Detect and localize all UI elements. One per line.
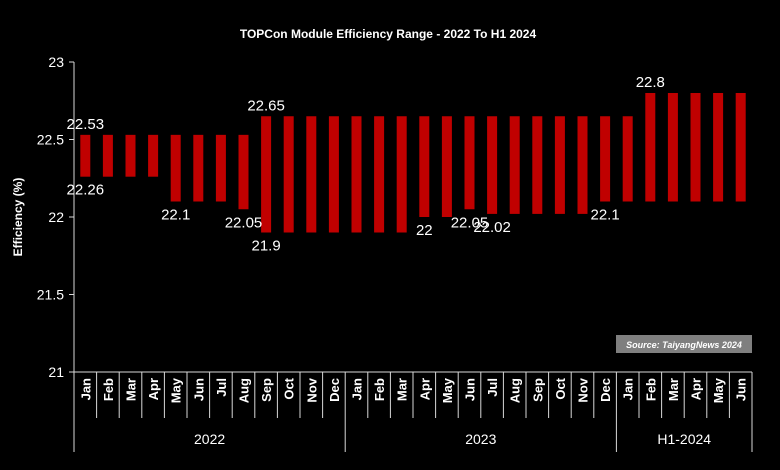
axes: 21 21.5 22 22.5 23 Jan Feb Mar Apr May Jun Jul Aug Se… [37,54,753,452]
range-bar [600,116,611,202]
x-tick-label: Mar [395,378,410,401]
data-label: 22.53 [67,116,105,133]
data-label: 22.02 [473,219,511,236]
x-tick-label: Nov [304,377,319,402]
range-bar [667,93,678,202]
source-text: Source: TaiyangNews 2024 [626,340,742,350]
x-tick-label: Apr [146,378,161,400]
x-tick-label: Feb [101,378,116,401]
x-tick-label: Feb [643,378,658,401]
data-label: 22 [416,222,433,239]
data-label: 22.65 [247,97,285,114]
range-bar [261,116,272,233]
x-tick-label: Apr [689,378,704,400]
x-tick-label: Dec [327,378,342,402]
x-tick-label: Nov [576,377,591,402]
range-bar [645,93,656,202]
x-tick-label: Jul [214,378,229,397]
y-tick-label: 21.5 [37,287,64,303]
source-box [616,335,752,353]
range-bar [441,116,452,217]
data-label: 22.05 [225,214,263,231]
range-bar [690,93,701,202]
range-bar [328,116,339,233]
range-bar [102,134,113,177]
range-bar [80,134,91,177]
data-label: 22.1 [161,207,190,224]
data-label: 22.1 [590,207,619,224]
y-tick-label: 21 [48,364,64,380]
x-tick-label: Jun [734,378,749,401]
range-bar [577,116,588,214]
range-bar [374,116,385,233]
source-note: Source: TaiyangNews 2024 [616,335,752,353]
range-bar [554,116,565,214]
range-bar [148,134,159,177]
range-bar [487,116,498,214]
range-bar [735,93,746,202]
x-tick-label: Dec [598,378,613,402]
x-tick-label: Jan [350,378,365,400]
x-tick-label: Jan [78,378,93,400]
y-axis-label: Efficiency (%) [11,178,25,257]
data-label: 22.26 [67,182,105,199]
range-bar [306,116,317,233]
x-tick-label: Jun [191,378,206,401]
x-tick-label: Jun [463,378,478,401]
range-bar [193,134,204,202]
range-bar [170,134,181,202]
x-tick-label: May [169,377,184,403]
group-label: H1-2024 [657,431,711,447]
range-bar [125,134,136,177]
x-tick-label: Jan [621,378,636,400]
range-bar [532,116,543,214]
x-tick-label: Aug [508,378,523,403]
group-label: 2022 [194,431,225,447]
range-bar [713,93,724,202]
x-tick-label: Oct [553,377,568,399]
range-bar [215,134,226,202]
x-tick-label: Jul [485,378,500,397]
y-tick-label: 22.5 [37,132,64,148]
x-tick-label: Aug [237,378,252,403]
range-bar [622,116,633,202]
bars [80,93,746,233]
x-tick-label: Sep [259,378,274,402]
range-bar [419,116,430,217]
range-bar [238,134,249,210]
group-label: 2023 [465,431,496,447]
data-label: 22.8 [636,74,665,91]
x-tick-label: Feb [372,378,387,401]
x-tick-label: May [711,377,726,403]
data-label: 22.05 [451,214,489,231]
range-bar [396,116,407,233]
y-tick-label: 23 [48,54,64,70]
x-tick-label: Mar [124,378,139,401]
range-bar [509,116,520,214]
x-tick-label: Apr [417,378,432,400]
x-tick-label: May [440,377,455,403]
data-label: 21.9 [251,238,280,255]
x-tick-label: Mar [666,378,681,401]
range-bar [283,116,294,233]
y-tick-label: 22 [48,209,64,225]
x-tick-label: Oct [282,377,297,399]
x-tick-label: Sep [530,378,545,402]
chart-title: TOPCon Module Efficiency Range - 2022 To… [240,27,537,41]
range-bar [464,116,475,210]
range-bar [351,116,362,233]
